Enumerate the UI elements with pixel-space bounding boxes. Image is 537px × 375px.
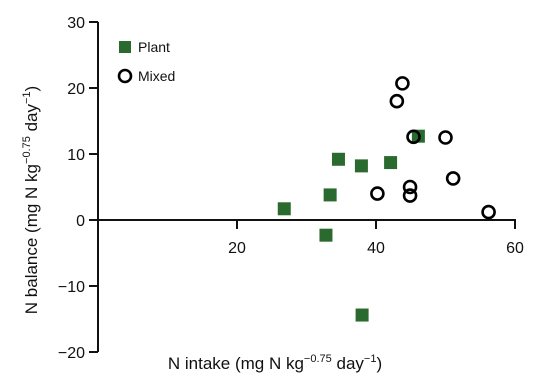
data-point-mixed <box>481 204 496 220</box>
legend: Plant Mixed <box>117 39 175 84</box>
y-tick-label: −20 <box>58 345 85 362</box>
data-point-mixed <box>438 130 453 145</box>
data-points <box>277 76 496 322</box>
axis-ticks: −20 −10 0 10 20 30 20 40 60 <box>58 15 524 362</box>
data-point-plant <box>331 152 345 166</box>
y-tick-label: 30 <box>67 15 85 32</box>
x-tick-label: 40 <box>367 240 385 257</box>
x-tick-label: 20 <box>228 240 246 257</box>
data-point-mixed <box>370 186 385 201</box>
legend-marker-mixed <box>117 68 133 84</box>
legend-marker-plant <box>119 41 131 53</box>
y-tick-label: 0 <box>76 213 85 230</box>
legend-label-mixed: Mixed <box>138 68 175 84</box>
data-point-plant <box>319 228 333 242</box>
data-point-mixed <box>395 76 410 91</box>
data-point-plant <box>354 159 368 173</box>
data-point-plant <box>323 188 337 202</box>
legend-label-plant: Plant <box>138 39 170 55</box>
y-tick-label: 20 <box>67 81 85 98</box>
y-axis-title: N balance (mg N kg−0.75 day−1) <box>21 86 41 314</box>
data-point-mixed <box>445 171 461 186</box>
data-point-mixed <box>402 179 418 195</box>
data-point-mixed <box>406 129 421 145</box>
x-tick-label: 60 <box>506 240 524 257</box>
y-tick-label: 10 <box>67 147 85 164</box>
data-point-mixed <box>402 188 418 203</box>
x-axis-title: N intake (mg N kg−0.75 day−1) <box>168 353 382 373</box>
data-point-plant <box>277 202 291 216</box>
axes <box>97 22 516 352</box>
data-point-mixed <box>389 93 405 109</box>
data-point-plant <box>355 308 369 322</box>
y-tick-label: −10 <box>58 279 85 296</box>
data-point-plant <box>384 156 398 170</box>
